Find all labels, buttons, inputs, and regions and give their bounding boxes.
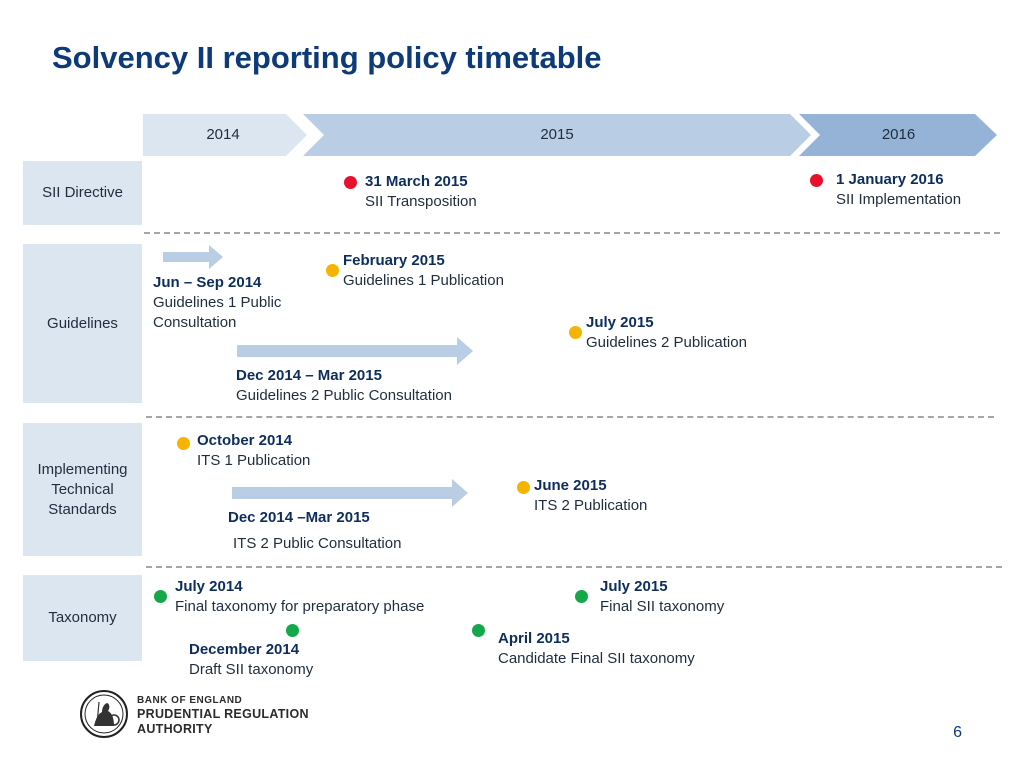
green-milestone-marker — [154, 590, 167, 603]
consultation-period-arrow — [232, 479, 468, 507]
event-date: February 2015 — [343, 252, 445, 269]
row-label-taxonomy: Taxonomy — [23, 575, 142, 661]
event-gl1-consultation: Jun – Sep 2014 Guidelines 1 Public Consu… — [153, 273, 281, 333]
event-text: Draft SII taxonomy — [189, 661, 314, 678]
consultation-period-arrow — [237, 337, 473, 365]
event-tax-preparatory: July 2014 Final taxonomy for preparatory… — [175, 577, 424, 617]
row-label-guidelines: Guidelines — [23, 244, 142, 403]
green-milestone-marker — [575, 590, 588, 603]
red-milestone-marker — [344, 176, 357, 189]
event-text: Guidelines 1 Publication — [343, 272, 504, 289]
event-gl2-consultation: Dec 2014 – Mar 2015 Guidelines 2 Public … — [236, 366, 452, 406]
event-date: Dec 2014 –Mar 2015 — [228, 509, 370, 526]
amber-milestone-marker — [177, 437, 190, 450]
event-date: Jun – Sep 2014 — [153, 274, 262, 291]
year-timeline-bar — [143, 114, 997, 156]
event-text: Guidelines 2 Publication — [586, 334, 747, 351]
amber-milestone-marker — [326, 264, 339, 277]
amber-milestone-marker — [569, 326, 582, 339]
event-text: Final SII taxonomy — [600, 598, 725, 615]
event-its2-publication: June 2015 ITS 2 Publication — [534, 476, 647, 516]
event-text: Guidelines 2 Public Consultation — [236, 387, 452, 404]
event-date: July 2015 — [586, 314, 654, 331]
event-its2-consultation: Dec 2014 –Mar 2015 ITS 2 Public Consulta… — [228, 508, 401, 554]
page-number: 6 — [953, 724, 962, 741]
organization-brand: BANK OF ENGLAND PRUDENTIAL REGULATION AU… — [137, 695, 309, 737]
amber-milestone-marker — [517, 481, 530, 494]
event-date: June 2015 — [534, 477, 607, 494]
event-date: Dec 2014 – Mar 2015 — [236, 367, 382, 384]
green-milestone-marker — [286, 624, 299, 637]
event-tax-candidate: April 2015 Candidate Final SII taxonomy — [498, 629, 695, 669]
event-text: SII Transposition — [365, 193, 477, 210]
event-text: Final taxonomy for preparatory phase — [175, 598, 425, 615]
row-divider — [144, 232, 1000, 234]
event-text: Consultation — [153, 314, 237, 331]
event-date: 31 March 2015 — [365, 173, 468, 190]
event-text: ITS 1 Publication — [197, 452, 311, 469]
event-its1-publication: October 2014 ITS 1 Publication — [197, 431, 310, 471]
row-divider — [146, 566, 1002, 568]
event-date: July 2015 — [600, 578, 668, 595]
event-tax-draft: December 2014 Draft SII taxonomy — [189, 640, 313, 680]
event-date: July 2014 — [175, 578, 243, 595]
event-text: Candidate Final SII taxonomy — [498, 650, 695, 667]
row-label-its: Implementing Technical Standards — [23, 423, 142, 556]
green-milestone-marker — [472, 624, 485, 637]
event-text: ITS 2 Public Consultation — [233, 535, 402, 552]
event-tax-final: July 2015 Final SII taxonomy — [600, 577, 724, 617]
event-text: ITS 2 Publication — [534, 497, 648, 514]
consultation-period-arrow — [163, 245, 223, 269]
red-milestone-marker — [810, 174, 823, 187]
row-label-sii-directive: SII Directive — [23, 161, 142, 225]
event-date: April 2015 — [498, 630, 570, 647]
britannia-seal-icon — [80, 690, 128, 738]
event-sii-transposition: 31 March 2015 SII Transposition — [365, 172, 477, 212]
page-title: Solvency II reporting policy timetable — [52, 40, 602, 75]
year-label-2016: 2016 — [881, 126, 916, 143]
year-label-2014: 2014 — [206, 126, 240, 143]
year-2016-chevron — [799, 114, 997, 156]
event-date: December 2014 — [189, 641, 300, 658]
year-2014-chevron — [143, 114, 307, 156]
event-text: Guidelines 1 Public — [153, 294, 282, 311]
event-sii-implementation: 1 January 2016 SII Implementation — [836, 170, 961, 210]
event-gl2-publication: July 2015 Guidelines 2 Publication — [586, 313, 747, 353]
year-label-2015: 2015 — [540, 126, 574, 143]
event-date: October 2014 — [197, 432, 293, 449]
row-divider — [146, 416, 994, 418]
brand-line-1: BANK OF ENGLAND — [137, 695, 243, 706]
brand-line-2: PRUDENTIAL REGULATION — [137, 707, 309, 721]
year-2015-chevron — [303, 114, 811, 156]
brand-line-3: AUTHORITY — [137, 722, 213, 736]
event-gl1-publication: February 2015 Guidelines 1 Publication — [343, 251, 504, 291]
event-date: 1 January 2016 — [836, 171, 944, 188]
event-text: SII Implementation — [836, 191, 962, 208]
